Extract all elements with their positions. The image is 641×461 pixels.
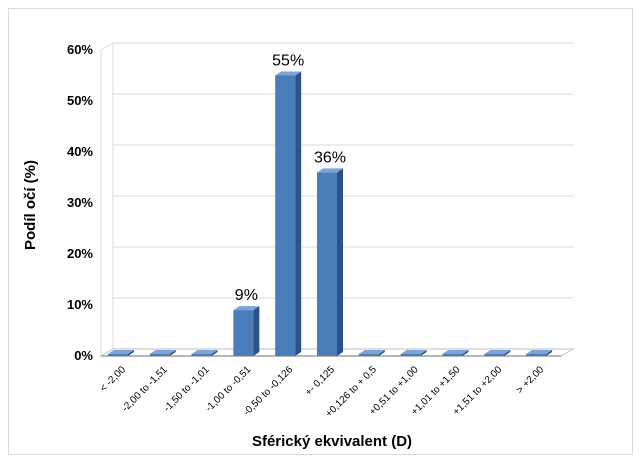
bar: [484, 350, 511, 356]
bar-top: [526, 350, 553, 354]
x-axis-ticks: < -2,00-2,00 to -1,51-1,50 to -1,01-1,00…: [98, 364, 546, 420]
x-axis-title: Sférický ekvivalent (D): [252, 433, 412, 450]
y-tick-label: 0%: [74, 348, 93, 363]
data-labels: 9% 55% 36%: [235, 53, 346, 305]
x-tick-label: < -2,00: [98, 364, 128, 394]
y-tick-label: 20%: [67, 246, 93, 261]
bar-top: [233, 306, 260, 311]
data-label: 9%: [235, 287, 258, 304]
bar-side: [337, 168, 343, 356]
bar: [317, 168, 343, 356]
bar: [107, 350, 134, 356]
bar-front: [317, 172, 337, 356]
bar: [191, 350, 218, 356]
y-tick-label: 50%: [67, 93, 93, 108]
x-tick-label: > +2,00: [514, 364, 546, 396]
bar-side: [546, 350, 553, 356]
bars: [107, 71, 553, 356]
bar-side: [253, 306, 260, 356]
y-axis-ticks: 0% 10% 20% 30% 40% 50% 60%: [67, 42, 93, 363]
bar-front: [107, 354, 128, 356]
data-label: 36%: [314, 149, 346, 166]
bar: [358, 350, 385, 356]
bar: [442, 350, 469, 356]
bar-front: [191, 354, 212, 356]
bar: [233, 306, 260, 356]
bar-top: [149, 350, 176, 354]
bar-front: [233, 310, 254, 356]
x-tick-label: +- 0,125: [303, 364, 337, 398]
bar-chart: 0% 10% 20% 30% 40% 50% 60% < -2,00-2,00 to -1,…: [22, 42, 575, 450]
chart-frame: 0% 10% 20% 30% 40% 50% 60% < -2,00 -2,00 to -1,…: [8, 8, 633, 455]
bar-top: [442, 350, 469, 354]
bar: [400, 350, 427, 356]
bar-side: [169, 350, 176, 356]
bar-front: [484, 354, 505, 356]
bar-top: [484, 350, 511, 354]
y-tick-label: 40%: [67, 144, 93, 159]
bar-top: [358, 350, 385, 354]
bar-front: [400, 354, 421, 356]
bar-front: [275, 75, 296, 356]
bar-front: [149, 354, 170, 356]
y-tick-label: 60%: [67, 42, 93, 57]
bar-side: [127, 350, 134, 356]
bar-front: [526, 354, 547, 356]
bar-front: [358, 354, 379, 356]
wall-top-edge: [100, 42, 114, 51]
bar-top: [275, 71, 302, 76]
bar: [149, 350, 176, 356]
bar-side: [295, 71, 302, 356]
bar-side: [211, 350, 218, 356]
y-tick-label: 30%: [67, 195, 93, 210]
bar: [526, 350, 553, 356]
bar: [275, 71, 302, 356]
data-label: 55%: [272, 53, 304, 70]
bar-side: [462, 350, 469, 356]
y-tick-label: 10%: [67, 297, 93, 312]
bar-top: [191, 350, 218, 354]
bar-side: [378, 350, 385, 356]
bar-side: [504, 350, 511, 356]
bar-front: [442, 354, 463, 356]
bar-side: [420, 350, 427, 356]
bar-top: [317, 168, 343, 173]
y-axis-title: Podíl očí (%): [22, 160, 39, 250]
bar-top: [107, 350, 134, 354]
bar-top: [400, 350, 427, 354]
